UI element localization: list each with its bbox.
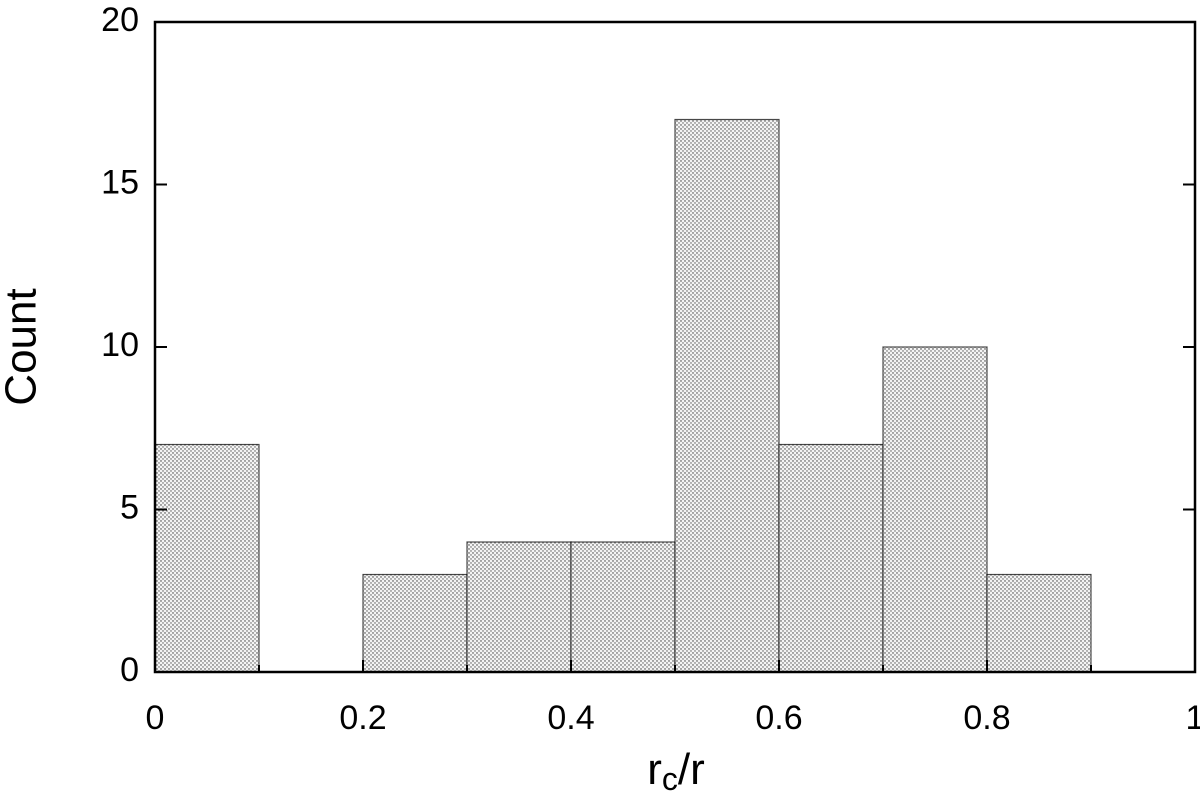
bar (466, 541, 572, 673)
bar (362, 573, 468, 673)
bar (570, 541, 676, 673)
x-title-rest: /r (678, 745, 705, 794)
x-tick-label: 0.4 (547, 699, 594, 737)
bar (674, 118, 780, 673)
x-tick-label: 0 (146, 699, 165, 737)
x-tick-label: 0.2 (339, 699, 386, 737)
bar (778, 443, 884, 673)
x-tick-label: 1 (1186, 699, 1200, 737)
y-axis-title: Count (0, 288, 46, 405)
bar (882, 346, 988, 673)
x-tick-label: 0.6 (755, 699, 802, 737)
plot-frame (153, 20, 1197, 674)
x-axis-title: rc/r (647, 745, 705, 798)
y-tick-label: 20 (101, 1, 139, 39)
x-tick-label: 0.8 (963, 699, 1010, 737)
bar (986, 573, 1092, 673)
bar (154, 443, 260, 673)
x-title-sub: c (662, 761, 678, 797)
y-tick-label: 5 (120, 488, 139, 526)
y-tick-label: 15 (101, 163, 139, 201)
y-tick-label: 10 (101, 326, 139, 364)
y-tick-label: 0 (120, 651, 139, 689)
x-title-base: r (647, 745, 662, 794)
